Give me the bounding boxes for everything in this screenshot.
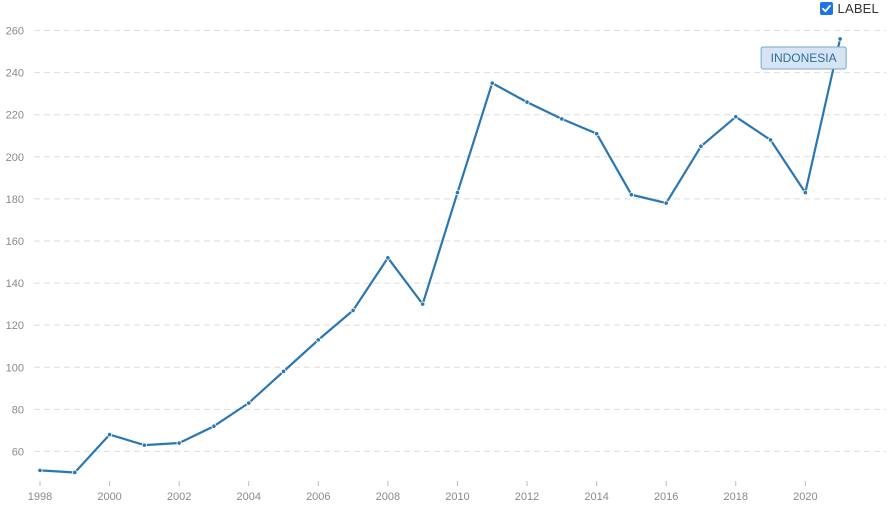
data-point[interactable]	[524, 99, 530, 105]
x-tick-label: 2006	[306, 491, 330, 503]
series-label-box	[760, 46, 847, 70]
series-layer	[37, 36, 843, 476]
series-line	[38, 37, 842, 474]
y-tick-label: 80	[12, 404, 24, 416]
data-point[interactable]	[211, 423, 217, 429]
y-tick-label: 240	[6, 68, 24, 80]
x-axis: 1998 2000 2002 2004 2006 2008 2010 2012 2014 2016…	[28, 481, 818, 503]
y-tick-label: 140	[6, 278, 24, 290]
x-tick-label: 2002	[167, 491, 191, 503]
y-tick-label: 160	[6, 236, 24, 248]
x-tick-label: 2020	[793, 491, 817, 503]
data-point[interactable]	[176, 440, 182, 446]
data-point[interactable]	[37, 467, 43, 473]
series-label: INDONESIA	[771, 51, 837, 65]
data-point[interactable]	[733, 114, 739, 120]
x-tick-label: 1998	[28, 491, 52, 503]
x-tick-label: 2000	[97, 491, 121, 503]
data-point[interactable]	[385, 255, 391, 261]
y-tick-label: 100	[6, 362, 24, 374]
series-labels: INDONESIA	[760, 46, 847, 70]
x-tick-label: 2016	[654, 491, 678, 503]
data-point[interactable]	[594, 131, 600, 137]
label-checkbox[interactable]	[819, 2, 833, 15]
y-tick-label: 260	[6, 26, 24, 38]
data-point[interactable]	[663, 200, 669, 206]
data-point[interactable]	[837, 36, 843, 42]
data-point[interactable]	[315, 337, 321, 343]
x-tick-label: 2012	[515, 491, 539, 503]
data-point[interactable]	[106, 431, 113, 438]
data-point[interactable]	[489, 80, 495, 86]
data-point[interactable]	[246, 400, 252, 406]
checkmark-icon	[821, 4, 831, 13]
x-tick-label: 2014	[584, 491, 608, 503]
grid-lines	[34, 30, 886, 452]
y-tick-label: 180	[6, 194, 24, 206]
x-tick-label: 2010	[445, 491, 469, 503]
data-point[interactable]	[72, 469, 78, 476]
label-toggle-text: LABEL	[837, 1, 879, 16]
data-point[interactable]	[454, 189, 461, 196]
label-toggle[interactable]: LABEL	[819, 0, 879, 17]
data-point[interactable]	[141, 442, 147, 448]
data-point[interactable]	[628, 192, 634, 198]
data-point[interactable]	[280, 368, 287, 375]
data-point[interactable]	[350, 307, 356, 314]
y-tick-label: 220	[6, 110, 24, 122]
data-point[interactable]	[559, 116, 565, 122]
y-axis: 60 80 100 120 140 160 180 200 220 240 260	[6, 26, 24, 459]
data-point[interactable]	[420, 301, 426, 307]
y-tick-label: 120	[6, 320, 24, 332]
y-tick-label: 60	[12, 446, 24, 458]
data-point[interactable]	[767, 137, 774, 143]
y-tick-label: 200	[6, 152, 24, 164]
x-tick-label: 2018	[724, 491, 748, 503]
data-point[interactable]	[802, 189, 808, 196]
data-point[interactable]	[698, 143, 704, 149]
x-tick-label: 2004	[236, 491, 260, 503]
x-tick-label: 2008	[376, 491, 400, 503]
